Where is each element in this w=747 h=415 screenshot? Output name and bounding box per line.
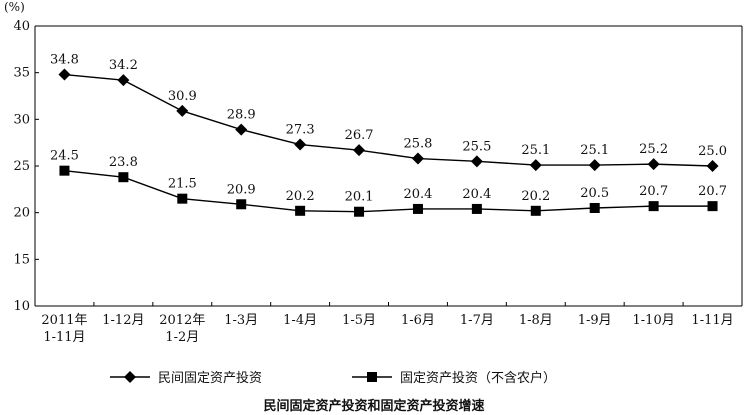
- data-point-diamond: [529, 159, 542, 172]
- legend-label: 民间固定资产投资: [158, 370, 262, 386]
- data-label: 20.9: [227, 182, 256, 197]
- x-tick-label: 1-5月: [342, 313, 376, 328]
- data-label: 25.5: [462, 139, 491, 154]
- x-tick-label-line: 1-8月: [519, 313, 553, 328]
- data-point-square: [177, 193, 188, 204]
- x-tick-label: 1-3月: [224, 313, 258, 328]
- x-tick-label: 2011年 1-11月: [41, 313, 87, 345]
- x-tick-label: 1-9月: [578, 313, 612, 328]
- data-label: 25.8: [403, 137, 432, 152]
- x-tick-label-line: 1-2月: [165, 330, 199, 345]
- x-tick-label-line: 1-11月: [691, 313, 733, 328]
- data-label: 20.4: [462, 187, 491, 202]
- data-label: 20.2: [286, 189, 315, 204]
- data-point-diamond: [411, 152, 424, 165]
- y-axis-unit-label: (%): [4, 0, 25, 14]
- data-point-square: [707, 201, 718, 212]
- series-line: [64, 73, 713, 167]
- data-label: 20.1: [345, 190, 374, 205]
- x-tick-label: 1-12月: [102, 313, 144, 328]
- data-point-square: [589, 203, 600, 213]
- data-point-diamond: [58, 68, 71, 81]
- legend-label: 固定资产投资（不含农户）: [400, 370, 556, 386]
- data-label: 34.2: [109, 58, 138, 73]
- data-label: 27.3: [286, 123, 315, 138]
- data-point-diamond: [176, 104, 189, 117]
- x-tick-label-line: 2011年: [41, 313, 87, 328]
- x-tick-label-line: 1-11月: [43, 330, 85, 345]
- data-point-diamond: [294, 138, 307, 151]
- data-label: 28.9: [227, 108, 256, 123]
- x-tick-label: 1-6月: [401, 313, 435, 328]
- series-1: 34.8 34.2 30.9 28.9 27.3 26.7 25.8 25.5 25.1 25.1…: [50, 53, 727, 172]
- x-tick-label: 1-7月: [460, 313, 494, 328]
- x-tick-label-line: 1-5月: [342, 313, 376, 328]
- series-2: 24.5 23.8 21.5 20.9 20.2 20.1 20.4 20.4 20.2 20.5…: [50, 149, 727, 217]
- series-line: [64, 169, 713, 213]
- legend-item-1: 民间固定资产投资: [110, 370, 262, 386]
- legend-marker-diamond: [124, 371, 136, 383]
- data-label: 25.0: [698, 144, 727, 159]
- x-tick-label-line: 1-4月: [283, 313, 317, 328]
- y-tick-label: 40: [13, 19, 30, 34]
- data-point-diamond: [353, 144, 366, 157]
- axes: 10 15 20 25 30 35 40 2011年 1-11月 1-12月 2012年 1-2月 1-…: [13, 19, 743, 345]
- data-point-square: [295, 205, 306, 216]
- x-tick-label: 1-8月: [519, 313, 553, 328]
- legend-item-2: 固定资产投资（不含农户）: [352, 370, 556, 386]
- x-tick-label: 1-10月: [633, 313, 675, 328]
- data-point-square: [648, 201, 659, 212]
- chart-title: 民间固定资产投资和固定资产投资增速: [263, 398, 484, 414]
- data-point-diamond: [117, 74, 130, 87]
- y-tick-label: 20: [13, 206, 30, 221]
- x-tick-label-line: 1-7月: [460, 313, 494, 328]
- data-point-diamond: [647, 158, 660, 171]
- data-label: 26.7: [345, 128, 374, 143]
- legend-marker-square: [367, 372, 377, 382]
- y-tick-label: 15: [13, 252, 30, 267]
- data-label: 34.8: [50, 53, 79, 68]
- x-tick-label: 1-11月: [691, 313, 733, 328]
- data-label: 24.5: [50, 149, 79, 164]
- y-tick-label: 30: [13, 112, 30, 127]
- data-label: 20.5: [580, 186, 609, 201]
- y-tick-label: 10: [13, 299, 30, 314]
- data-label: 20.2: [521, 189, 550, 204]
- y-tick-label: 35: [13, 66, 30, 81]
- series-layer: 34.8 34.2 30.9 28.9 27.3 26.7 25.8 25.5 25.1 25.1…: [50, 53, 727, 217]
- data-point-square: [471, 203, 482, 214]
- data-point-diamond: [588, 159, 601, 172]
- data-label: 25.1: [580, 143, 609, 158]
- data-point-square: [236, 199, 247, 210]
- data-label: 20.4: [403, 187, 432, 202]
- x-tick-label-line: 2012年: [159, 313, 205, 328]
- data-point-diamond: [470, 155, 483, 168]
- legend: 民间固定资产投资 固定资产投资（不含农户）: [110, 370, 556, 386]
- data-label: 23.8: [109, 155, 138, 170]
- y-tick-label: 25: [13, 159, 30, 174]
- data-point-square: [530, 205, 541, 216]
- data-point-square: [354, 206, 365, 217]
- x-tick-label-line: 1-10月: [633, 313, 675, 328]
- x-tick-label: 1-4月: [283, 313, 317, 328]
- data-point-square: [412, 203, 423, 214]
- data-label: 30.9: [168, 89, 197, 104]
- data-point-diamond: [235, 123, 248, 136]
- data-label: 25.2: [639, 142, 668, 157]
- x-tick-label-line: 1-12月: [102, 313, 144, 328]
- data-label: 21.5: [168, 177, 197, 192]
- data-label: 25.1: [521, 143, 550, 158]
- x-tick-label-line: 1-3月: [224, 313, 258, 328]
- data-label: 20.7: [698, 184, 727, 199]
- data-point-diamond: [706, 160, 719, 172]
- x-tick-label-line: 1-6月: [401, 313, 435, 328]
- data-point-square: [118, 172, 129, 183]
- x-tick-label-line: 1-9月: [578, 313, 612, 328]
- data-label: 20.7: [639, 184, 668, 199]
- x-tick-label: 2012年 1-2月: [159, 313, 205, 345]
- data-point-square: [59, 165, 70, 176]
